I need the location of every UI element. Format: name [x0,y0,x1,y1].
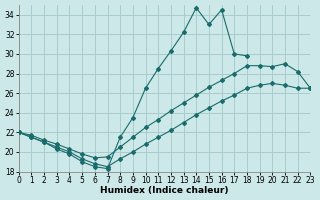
X-axis label: Humidex (Indice chaleur): Humidex (Indice chaleur) [100,186,229,195]
